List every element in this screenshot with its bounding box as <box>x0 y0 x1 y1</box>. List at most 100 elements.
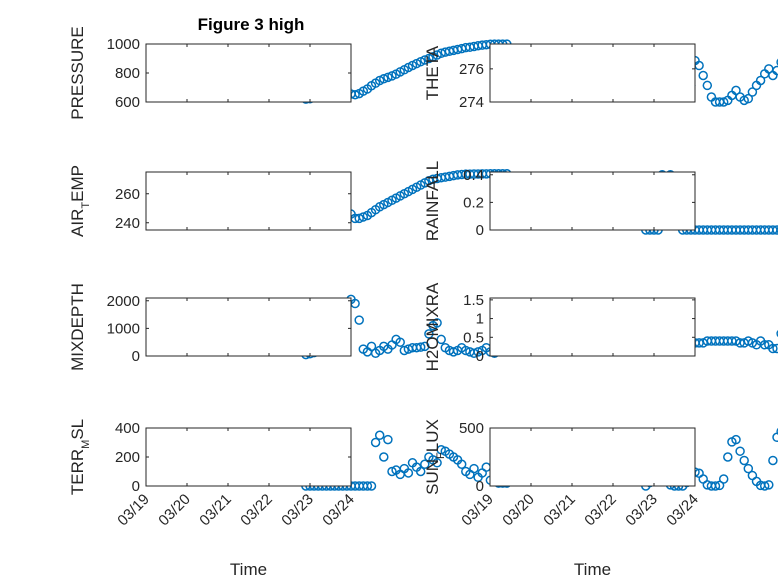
y-tick-label: 240 <box>115 215 140 232</box>
axes-box <box>489 297 696 357</box>
data-point <box>776 329 778 338</box>
y-tick-label: 0 <box>476 478 484 495</box>
x-axis-label: Time <box>574 560 611 579</box>
data-point <box>772 225 778 235</box>
subplot-4: 0 0.2 0.4 RAINFALL <box>423 161 778 241</box>
axes-box <box>489 43 696 103</box>
data-point <box>387 466 397 477</box>
data-point <box>755 75 766 86</box>
subplot-3: 240 260 AIRTEMP <box>68 165 512 237</box>
y-tick-label: 0 <box>476 222 484 239</box>
data-point <box>776 58 778 66</box>
y-tick-label: 0 <box>132 348 140 365</box>
y-axis-label: SUNFLUX <box>423 419 447 495</box>
y-tick-label: 1.5 <box>463 292 484 309</box>
data-point <box>420 341 430 352</box>
subplot-5: 0 1000 2000 MIXDEPTH <box>68 283 512 371</box>
subplot-1: 600 800 1000 PRESSURE <box>68 26 512 120</box>
y-tick-label: 260 <box>115 186 140 203</box>
data-point <box>436 334 446 345</box>
data-point <box>702 80 713 91</box>
data-point <box>739 455 749 466</box>
data-point <box>432 318 442 328</box>
data-point <box>759 340 770 350</box>
data-point <box>698 70 708 81</box>
data-point <box>379 74 389 84</box>
y-axis-label: H2OMIXRA <box>423 282 442 371</box>
y-tick-label: 400 <box>115 420 140 437</box>
data-point <box>399 345 410 356</box>
y-axis-label: THETA <box>423 45 442 100</box>
y-axis-label: PRESSURE <box>68 26 87 120</box>
y-tick-label: 274 <box>459 94 484 111</box>
figure-title: Figure 3 high <box>198 15 305 34</box>
data-point <box>743 463 754 474</box>
axes-box <box>145 427 352 487</box>
y-tick-label: 0.4 <box>463 167 484 184</box>
data-point <box>731 85 741 96</box>
data-point <box>776 226 778 234</box>
data-point <box>710 481 721 491</box>
data-point <box>731 434 741 445</box>
y-tick-label: 600 <box>115 94 140 111</box>
data-point <box>358 212 369 222</box>
y-tick-label: 1000 <box>107 36 140 53</box>
y-tick-label: 0.5 <box>463 329 484 346</box>
y-tick-label: 0.2 <box>463 194 484 211</box>
data-point <box>768 455 778 466</box>
y-tick-label: 276 <box>459 61 484 78</box>
y-tick-label: 0 <box>476 348 484 365</box>
data-point <box>768 343 778 354</box>
data-point <box>366 481 377 491</box>
data-point <box>436 445 446 455</box>
y-tick-label: 0 <box>132 478 140 495</box>
data-point <box>383 72 393 83</box>
data-point <box>415 466 426 477</box>
y-tick-label: 1 <box>476 311 484 328</box>
data-point <box>374 430 385 440</box>
data-point <box>473 347 483 357</box>
subplot-2: 274 276 THETA <box>423 43 778 111</box>
data-point <box>469 463 479 474</box>
y-axis-label: AIRTEMP <box>68 165 92 237</box>
data-point <box>366 341 377 352</box>
data-point <box>370 437 381 448</box>
data-point <box>772 343 778 354</box>
data-point <box>776 427 778 436</box>
data-point <box>420 55 430 65</box>
data-point <box>362 481 373 491</box>
data-point <box>764 480 774 490</box>
data-point <box>759 481 770 491</box>
y-tick-label: 800 <box>115 65 140 82</box>
data-point <box>772 65 778 76</box>
y-tick-label: 1000 <box>107 320 140 337</box>
data-point <box>735 446 745 456</box>
data-point <box>448 347 459 357</box>
data-point <box>403 468 414 478</box>
axes-box <box>145 43 352 103</box>
axes-box <box>489 171 696 231</box>
data-point <box>395 337 405 347</box>
data-point <box>469 348 479 358</box>
data-point <box>461 345 471 356</box>
y-tick-label: 500 <box>459 420 484 437</box>
data-point <box>743 93 754 104</box>
data-point <box>354 315 364 325</box>
data-point <box>747 87 758 97</box>
axes-box <box>489 427 696 487</box>
data-point <box>723 452 733 462</box>
data-point <box>456 459 467 469</box>
y-axis-label: MIXDEPTH <box>68 283 87 371</box>
x-axis-label: Time <box>230 560 267 579</box>
axes-box <box>145 171 352 231</box>
subplot-6: 0 0.51 1.5 H2OMIXRA <box>423 282 778 371</box>
data-point <box>415 342 426 352</box>
data-point <box>379 452 389 462</box>
y-axis-label: RAINFALL <box>423 161 442 241</box>
y-axis-label: TERRMSL <box>68 419 92 495</box>
y-tick-label: 2000 <box>107 293 140 310</box>
data-point <box>383 434 393 445</box>
